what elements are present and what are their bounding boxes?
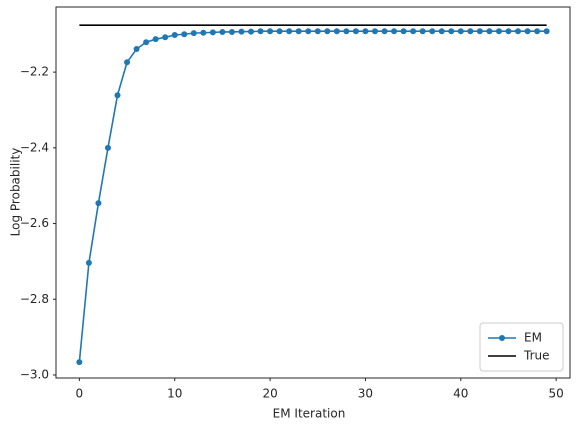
- point: [381, 28, 388, 35]
- point: [114, 92, 121, 99]
- point: [219, 28, 226, 35]
- y-tick-label: −2.6: [20, 216, 49, 230]
- point: [133, 46, 140, 53]
- point: [457, 28, 464, 35]
- y-tick-label: −2.2: [20, 65, 49, 79]
- point: [362, 28, 369, 35]
- point: [324, 28, 331, 35]
- point: [419, 28, 426, 35]
- point: [448, 28, 455, 35]
- point: [238, 28, 245, 35]
- x-tick-label: 0: [76, 387, 84, 401]
- x-tick-label: 50: [549, 387, 564, 401]
- point: [505, 28, 512, 35]
- point: [190, 30, 197, 37]
- point: [429, 28, 436, 35]
- point: [228, 28, 235, 35]
- point: [200, 29, 207, 36]
- legend-marker: [499, 335, 505, 341]
- point: [476, 28, 483, 35]
- point: [391, 28, 398, 35]
- x-tick-label: 20: [262, 387, 277, 401]
- point: [152, 36, 159, 43]
- point: [248, 28, 255, 35]
- point: [333, 28, 340, 35]
- y-tick-label: −2.4: [20, 140, 49, 154]
- y-tick-label: −2.8: [20, 292, 49, 306]
- point: [209, 29, 216, 36]
- point: [276, 28, 283, 35]
- point: [495, 28, 502, 35]
- point: [181, 31, 188, 38]
- legend-label: EM: [524, 331, 542, 345]
- point: [524, 28, 531, 35]
- point: [162, 34, 169, 41]
- point: [76, 359, 83, 366]
- point: [104, 144, 111, 151]
- point: [95, 200, 102, 207]
- point: [257, 28, 264, 35]
- legend-box: [479, 322, 564, 372]
- x-tick-label: 40: [453, 387, 468, 401]
- point: [543, 28, 550, 35]
- point: [400, 28, 407, 35]
- point: [371, 28, 378, 35]
- point: [171, 32, 178, 39]
- legend-label: True: [523, 349, 550, 363]
- point: [515, 28, 522, 35]
- series-line: [78, 30, 547, 363]
- point: [143, 39, 150, 46]
- point: [295, 28, 302, 35]
- point: [410, 28, 417, 35]
- plot-frame: [55, 6, 571, 379]
- point: [267, 28, 274, 35]
- x-tick-label: 30: [358, 387, 373, 401]
- point: [534, 28, 541, 35]
- point: [343, 28, 350, 35]
- point: [467, 28, 474, 35]
- y-tick-label: −3.0: [20, 367, 49, 381]
- point: [352, 28, 359, 35]
- point: [85, 259, 92, 266]
- x-axis-label: EM Iteration: [273, 407, 346, 421]
- x-tick-label: 10: [167, 387, 182, 401]
- point: [486, 28, 493, 35]
- point: [305, 28, 312, 35]
- point: [438, 28, 445, 35]
- y-axis-label: Log Probability: [9, 148, 23, 237]
- point: [314, 28, 321, 35]
- point: [124, 59, 131, 66]
- point: [286, 28, 293, 35]
